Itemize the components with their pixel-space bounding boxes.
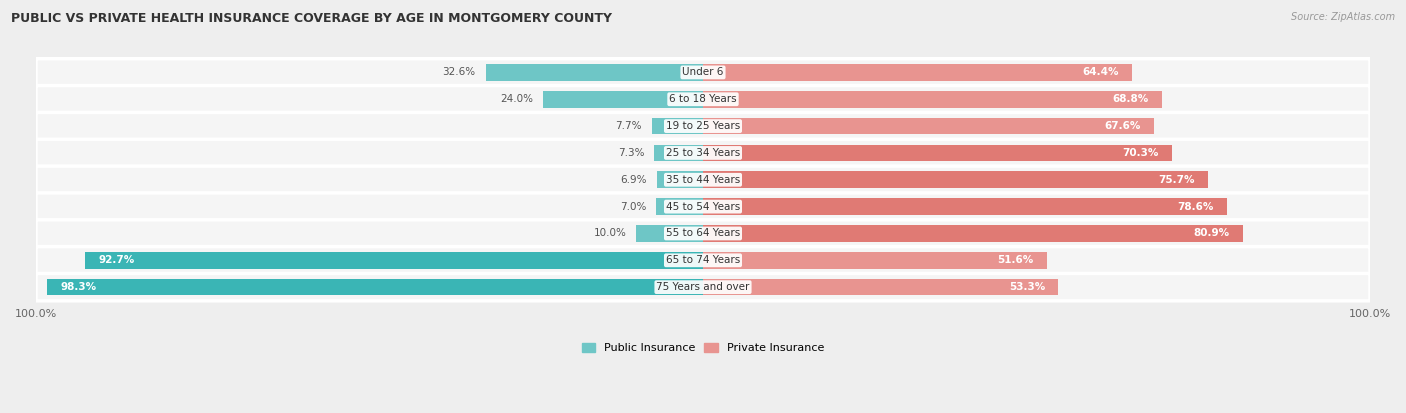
FancyBboxPatch shape xyxy=(37,247,1369,274)
Text: 80.9%: 80.9% xyxy=(1194,228,1229,238)
Text: 10.0%: 10.0% xyxy=(593,228,626,238)
Text: 45 to 54 Years: 45 to 54 Years xyxy=(666,202,740,211)
FancyBboxPatch shape xyxy=(37,166,1369,193)
Text: 55 to 64 Years: 55 to 64 Years xyxy=(666,228,740,238)
Bar xyxy=(84,252,703,268)
Text: 75.7%: 75.7% xyxy=(1159,175,1195,185)
Text: 7.0%: 7.0% xyxy=(620,202,647,211)
Bar xyxy=(651,118,703,134)
Bar xyxy=(543,91,703,107)
Bar xyxy=(657,171,703,188)
FancyBboxPatch shape xyxy=(37,112,1369,140)
Bar xyxy=(703,171,1208,188)
Text: 53.3%: 53.3% xyxy=(1010,282,1045,292)
Bar xyxy=(657,198,703,215)
Bar xyxy=(48,279,703,295)
Text: 70.3%: 70.3% xyxy=(1122,148,1159,158)
Text: 75 Years and over: 75 Years and over xyxy=(657,282,749,292)
Text: 51.6%: 51.6% xyxy=(997,255,1033,265)
FancyBboxPatch shape xyxy=(37,220,1369,247)
Text: 98.3%: 98.3% xyxy=(60,282,97,292)
Bar xyxy=(703,198,1227,215)
Bar xyxy=(703,252,1047,268)
FancyBboxPatch shape xyxy=(37,193,1369,220)
Text: Under 6: Under 6 xyxy=(682,67,724,77)
Bar xyxy=(654,145,703,161)
Bar xyxy=(485,64,703,81)
Text: 92.7%: 92.7% xyxy=(98,255,135,265)
Bar xyxy=(703,279,1059,295)
Text: 25 to 34 Years: 25 to 34 Years xyxy=(666,148,740,158)
Text: 7.3%: 7.3% xyxy=(617,148,644,158)
Text: 64.4%: 64.4% xyxy=(1083,67,1119,77)
Text: 35 to 44 Years: 35 to 44 Years xyxy=(666,175,740,185)
Text: 65 to 74 Years: 65 to 74 Years xyxy=(666,255,740,265)
Text: 6.9%: 6.9% xyxy=(620,175,647,185)
Text: 24.0%: 24.0% xyxy=(501,94,533,104)
Bar xyxy=(703,64,1132,81)
Text: 7.7%: 7.7% xyxy=(616,121,641,131)
Bar xyxy=(637,225,703,242)
Text: Source: ZipAtlas.com: Source: ZipAtlas.com xyxy=(1291,12,1395,22)
Bar xyxy=(703,118,1154,134)
Bar xyxy=(703,145,1171,161)
Bar xyxy=(703,225,1243,242)
Legend: Public Insurance, Private Insurance: Public Insurance, Private Insurance xyxy=(578,338,828,358)
Text: 78.6%: 78.6% xyxy=(1177,202,1213,211)
Text: 19 to 25 Years: 19 to 25 Years xyxy=(666,121,740,131)
FancyBboxPatch shape xyxy=(37,85,1369,113)
Text: 68.8%: 68.8% xyxy=(1112,94,1149,104)
Text: PUBLIC VS PRIVATE HEALTH INSURANCE COVERAGE BY AGE IN MONTGOMERY COUNTY: PUBLIC VS PRIVATE HEALTH INSURANCE COVER… xyxy=(11,12,612,25)
FancyBboxPatch shape xyxy=(37,139,1369,166)
Text: 32.6%: 32.6% xyxy=(443,67,475,77)
Text: 67.6%: 67.6% xyxy=(1104,121,1140,131)
Text: 6 to 18 Years: 6 to 18 Years xyxy=(669,94,737,104)
FancyBboxPatch shape xyxy=(37,59,1369,86)
Bar xyxy=(703,91,1161,107)
FancyBboxPatch shape xyxy=(37,273,1369,301)
